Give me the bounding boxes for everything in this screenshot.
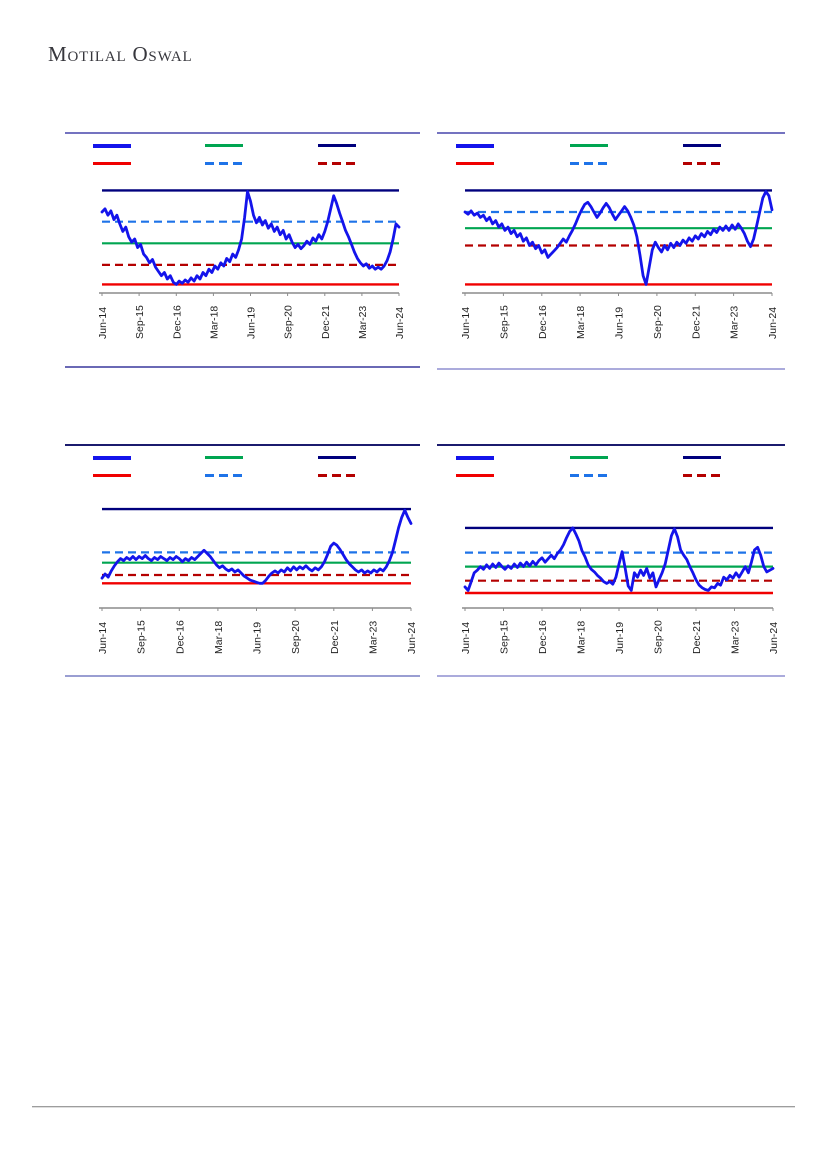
main-blue-line	[463, 190, 774, 286]
x-tick-label: Sep-20	[290, 620, 302, 654]
x-tick-label: Mar-23	[729, 306, 741, 339]
x-tick-label: Dec-16	[537, 305, 549, 339]
footer-divider	[32, 1106, 795, 1108]
x-tick-label: Jun-14	[97, 307, 109, 339]
x-tick-label: Dec-16	[174, 620, 186, 654]
swatch-blue-thick-solid	[456, 456, 494, 460]
chart-bottom-right-plot: Jun-14 Sep-15 Dec-16 Mar-18 Jun-19 Sep-20 Dec-…	[460, 526, 780, 654]
swatch-red-solid	[93, 162, 131, 165]
x-tick-label: Jun-19	[614, 622, 626, 654]
x-tick-label: Jun-24	[767, 307, 779, 339]
main-blue-line	[100, 508, 413, 585]
x-tick-label: Dec-21	[690, 305, 702, 339]
main-blue-line	[100, 190, 401, 286]
swatch-green-solid	[570, 144, 608, 147]
x-tick-label: Mar-18	[575, 306, 587, 339]
x-tick-label: Jun-19	[246, 307, 258, 339]
chart-bottom-right: Jun-14 Sep-15 Dec-16 Mar-18 Jun-19 Sep-20 Dec-…	[437, 444, 785, 677]
x-tick-label: Dec-21	[320, 305, 332, 339]
x-tick-label: Mar-18	[213, 621, 225, 654]
swatch-blue-dashed	[570, 162, 608, 165]
swatch-darkred-dashed	[683, 474, 721, 477]
swatch-blue-dashed	[205, 162, 243, 165]
x-tick-label: Sep-15	[498, 305, 510, 339]
main-blue-line	[463, 526, 775, 592]
x-tick-label: Jun-24	[768, 622, 780, 654]
x-tick-label: Mar-23	[730, 621, 742, 654]
x-tick-label: Jun-19	[252, 622, 264, 654]
chart-bottom-border	[65, 366, 420, 368]
swatch-navy-solid	[318, 144, 356, 147]
x-tick-label: Sep-15	[134, 305, 146, 339]
chart-top-left-plot: Jun-14 Sep-15 Dec-16 Mar-18 Jun-19 Sep-20 Dec-…	[97, 189, 406, 339]
x-tick-label: Dec-16	[537, 620, 549, 654]
brand-logo: Motilal Oswal	[48, 42, 193, 66]
swatch-green-solid	[205, 456, 243, 459]
x-tick-label: Dec-21	[329, 620, 341, 654]
x-tick-label: Jun-19	[614, 307, 626, 339]
swatch-blue-thick-solid	[93, 144, 131, 148]
x-tick-label: Mar-18	[208, 306, 220, 339]
x-tick-label: Dec-16	[171, 305, 183, 339]
swatch-red-solid	[456, 162, 494, 165]
swatch-navy-solid	[318, 456, 356, 459]
swatch-blue-dashed	[570, 474, 608, 477]
swatch-navy-solid	[683, 144, 721, 147]
swatch-darkred-dashed	[318, 162, 356, 165]
swatch-green-solid	[205, 144, 243, 147]
x-tick-label: Sep-15	[136, 620, 148, 654]
chart-top-right: Jun-14 Sep-15 Dec-16 Mar-18 Jun-19 Sep-20 Dec-…	[437, 132, 785, 370]
x-tick-label: Dec-21	[691, 620, 703, 654]
x-tick-label: Mar-23	[367, 621, 379, 654]
x-tick-label: Mar-18	[576, 621, 588, 654]
swatch-darkred-dashed	[318, 474, 356, 477]
x-tick-label: Jun-14	[97, 622, 109, 654]
chart-bottom-border	[437, 368, 785, 370]
x-tick-label: Sep-20	[653, 620, 665, 654]
x-tick-label: Jun-14	[460, 307, 472, 339]
swatch-blue-dashed	[205, 474, 243, 477]
x-tick-label: Mar-23	[357, 306, 369, 339]
swatch-darkred-dashed	[683, 162, 721, 165]
swatch-navy-solid	[683, 456, 721, 459]
x-tick-label: Sep-20	[283, 305, 295, 339]
chart-top-border	[437, 132, 785, 134]
swatch-blue-thick-solid	[456, 144, 494, 148]
chart-top-left: Jun-14 Sep-15 Dec-16 Mar-18 Jun-19 Sep-20 Dec-…	[65, 132, 420, 368]
swatch-blue-thick-solid	[93, 456, 131, 460]
x-tick-label: Sep-15	[499, 620, 511, 654]
chart-top-right-plot: Jun-14 Sep-15 Dec-16 Mar-18 Jun-19 Sep-20 Dec-…	[460, 189, 779, 339]
chart-top-border	[65, 132, 420, 134]
chart-bottom-border	[65, 675, 420, 677]
swatch-red-solid	[456, 474, 494, 477]
chart-bottom-border	[437, 675, 785, 677]
chart-bottom-left: Jun-14 Sep-15 Dec-16 Mar-18 Jun-19 Sep-20 Dec-…	[65, 444, 420, 677]
x-tick-label: Jun-24	[406, 622, 418, 654]
chart-top-border	[437, 444, 785, 446]
x-tick-label: Jun-14	[460, 622, 472, 654]
x-tick-label: Sep-20	[652, 305, 664, 339]
chart-bottom-left-plot: Jun-14 Sep-15 Dec-16 Mar-18 Jun-19 Sep-20 Dec-…	[97, 507, 418, 654]
swatch-red-solid	[93, 474, 131, 477]
chart-top-border	[65, 444, 420, 446]
x-tick-label: Jun-24	[394, 307, 406, 339]
swatch-green-solid	[570, 456, 608, 459]
